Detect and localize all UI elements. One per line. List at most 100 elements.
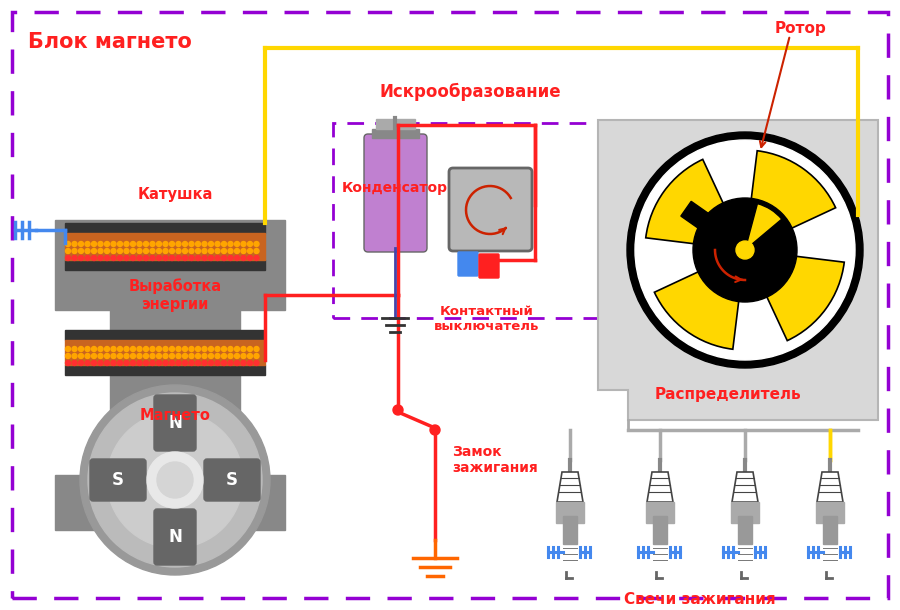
- Text: Конденсатор: Конденсатор: [342, 181, 448, 195]
- Circle shape: [130, 248, 136, 254]
- Circle shape: [248, 242, 253, 246]
- Circle shape: [157, 242, 161, 246]
- Circle shape: [72, 256, 77, 260]
- Polygon shape: [557, 472, 583, 502]
- Circle shape: [228, 346, 233, 351]
- Text: Распределитель: Распределитель: [654, 387, 801, 403]
- Circle shape: [98, 354, 103, 359]
- Circle shape: [169, 248, 175, 254]
- Text: Выработка
энергии: Выработка энергии: [129, 278, 221, 312]
- Circle shape: [169, 361, 175, 365]
- Circle shape: [176, 248, 181, 254]
- Circle shape: [78, 354, 84, 359]
- Bar: [65, 365, 265, 375]
- Circle shape: [92, 248, 96, 254]
- Circle shape: [169, 354, 175, 359]
- Circle shape: [111, 346, 116, 351]
- Circle shape: [228, 242, 233, 246]
- Circle shape: [104, 361, 110, 365]
- Polygon shape: [647, 472, 673, 502]
- Circle shape: [92, 242, 96, 246]
- Circle shape: [221, 242, 227, 246]
- Circle shape: [235, 242, 239, 246]
- Circle shape: [169, 256, 175, 260]
- Circle shape: [202, 256, 207, 260]
- Circle shape: [150, 346, 155, 351]
- Circle shape: [72, 242, 77, 246]
- FancyBboxPatch shape: [646, 502, 674, 523]
- Circle shape: [169, 242, 175, 246]
- Circle shape: [215, 354, 220, 359]
- Circle shape: [118, 346, 122, 351]
- Circle shape: [111, 248, 116, 254]
- Circle shape: [124, 354, 129, 359]
- Wedge shape: [745, 204, 782, 250]
- FancyBboxPatch shape: [90, 459, 146, 501]
- Circle shape: [85, 346, 90, 351]
- Circle shape: [66, 242, 70, 246]
- Circle shape: [104, 346, 110, 351]
- Circle shape: [430, 425, 440, 435]
- Circle shape: [235, 361, 239, 365]
- FancyBboxPatch shape: [556, 502, 584, 523]
- Wedge shape: [745, 151, 835, 250]
- Circle shape: [124, 361, 129, 365]
- Circle shape: [66, 354, 70, 359]
- Circle shape: [124, 248, 129, 254]
- Circle shape: [98, 242, 103, 246]
- Bar: [738, 516, 752, 544]
- Circle shape: [157, 361, 161, 365]
- Polygon shape: [732, 472, 758, 502]
- Text: Контактный
выключатель: Контактный выключатель: [435, 305, 540, 333]
- Circle shape: [221, 248, 227, 254]
- Circle shape: [189, 242, 194, 246]
- Bar: [376, 119, 415, 129]
- Circle shape: [157, 248, 161, 254]
- Wedge shape: [745, 250, 844, 340]
- Circle shape: [163, 354, 168, 359]
- Circle shape: [78, 256, 84, 260]
- Circle shape: [143, 346, 148, 351]
- Wedge shape: [645, 159, 745, 250]
- Circle shape: [104, 242, 110, 246]
- Polygon shape: [681, 201, 751, 257]
- Circle shape: [111, 242, 116, 246]
- Circle shape: [254, 346, 259, 351]
- Circle shape: [130, 354, 136, 359]
- Circle shape: [248, 361, 253, 365]
- Circle shape: [66, 248, 70, 254]
- Circle shape: [143, 354, 148, 359]
- Circle shape: [104, 248, 110, 254]
- Circle shape: [137, 248, 142, 254]
- Text: Искрообразование: Искрообразование: [379, 83, 561, 101]
- Circle shape: [254, 248, 259, 254]
- Circle shape: [85, 242, 90, 246]
- FancyBboxPatch shape: [449, 168, 532, 251]
- Circle shape: [221, 256, 227, 260]
- Circle shape: [241, 346, 246, 351]
- Circle shape: [228, 361, 233, 365]
- Circle shape: [736, 241, 754, 259]
- Circle shape: [137, 354, 142, 359]
- Bar: [372, 129, 419, 138]
- Bar: [65, 340, 265, 365]
- Circle shape: [130, 242, 136, 246]
- FancyBboxPatch shape: [816, 502, 844, 523]
- Bar: [65, 223, 265, 233]
- Circle shape: [80, 385, 270, 575]
- Circle shape: [78, 242, 84, 246]
- Circle shape: [150, 256, 155, 260]
- Circle shape: [248, 248, 253, 254]
- Circle shape: [235, 346, 239, 351]
- Circle shape: [202, 346, 207, 351]
- Circle shape: [235, 354, 239, 359]
- Circle shape: [195, 361, 201, 365]
- Circle shape: [176, 354, 181, 359]
- Text: N: N: [168, 414, 182, 432]
- Circle shape: [157, 462, 193, 498]
- Circle shape: [92, 346, 96, 351]
- Circle shape: [195, 256, 201, 260]
- Circle shape: [221, 361, 227, 365]
- Circle shape: [118, 256, 122, 260]
- Circle shape: [209, 242, 213, 246]
